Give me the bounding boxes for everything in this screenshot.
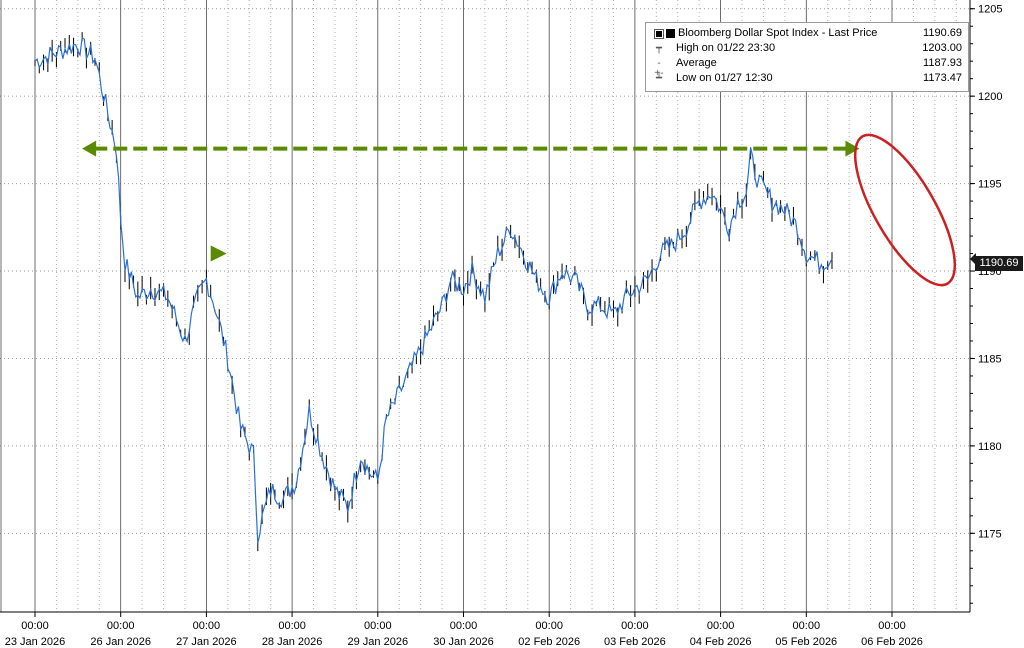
y-tick-label: 1200 [978, 91, 1002, 103]
x-tick-time: 00:00 [107, 620, 135, 632]
y-tick-label: 1180 [978, 441, 1002, 453]
x-tick-date: 29 Jan 2026 [348, 636, 409, 648]
x-tick-date: 23 Jan 2026 [5, 636, 66, 648]
legend-item-last-price: Bloomberg Dollar Spot Index - Last Price… [646, 27, 968, 41]
legend-item-average: -+- Average 1187.93 [646, 57, 968, 79]
x-tick-date: 28 Jan 2026 [262, 636, 323, 648]
x-tick-date: 30 Jan 2026 [433, 636, 494, 648]
legend: Bloomberg Dollar Spot Index - Last Price… [645, 22, 969, 92]
x-tick-time: 00:00 [278, 620, 306, 632]
triangle-marker [210, 245, 227, 262]
y-tick-label: 1185 [978, 353, 1002, 365]
highlight-ellipse [853, 133, 957, 287]
x-tick-date: 03 Feb 2026 [604, 636, 666, 648]
legend-label: Average [676, 57, 717, 69]
legend-item-high: ┯ High on 01/22 23:30 1203.00 [646, 42, 968, 56]
legend-item-low: ┷ Low on 01/27 12:30 1173.47 [646, 72, 968, 86]
x-axis: 00:00 23 Jan 2026 00:00 26 Jan 2026 00:00 27 … [0, 611, 970, 648]
legend-value: 1173.47 [923, 72, 962, 84]
series-swatch [666, 29, 675, 38]
x-tick-time: 00:00 [621, 620, 649, 632]
x-tick-time: 00:00 [21, 620, 49, 632]
x-tick-time: 00:00 [450, 620, 478, 632]
y-tick-label: 1205 [978, 4, 1002, 16]
x-tick-time: 00:00 [793, 620, 821, 632]
legend-value: 1190.69 [923, 27, 962, 39]
legend-value: 1203.00 [922, 42, 962, 54]
last-price-tag: 1190.69 [975, 256, 1023, 271]
x-tick-time: 00:00 [707, 620, 735, 632]
price-series [34, 32, 833, 552]
x-tick-date: 04 Feb 2026 [690, 636, 752, 648]
price-line [34, 37, 833, 544]
x-tick-date: 27 Jan 2026 [176, 636, 237, 648]
arrow-head-left [82, 140, 97, 157]
legend-label: Bloomberg Dollar Spot Index - Last Price [678, 27, 878, 39]
x-tick-time: 00:00 [535, 620, 563, 632]
y-tick-label: 1175 [978, 528, 1002, 540]
x-tick-time: 00:00 [193, 620, 221, 632]
x-tick-date: 02 Feb 2026 [518, 636, 580, 648]
x-tick-date: 26 Jan 2026 [90, 636, 151, 648]
x-tick-time: 00:00 [364, 620, 392, 632]
legend-value: 1187.93 [923, 57, 962, 69]
x-tick-time: 00:00 [878, 620, 906, 632]
legend-label: Low on 01/27 12:30 [676, 72, 773, 84]
low-marker-icon: ┷ [655, 73, 663, 84]
last-price-pointer [970, 252, 976, 265]
high-marker-icon: ┯ [655, 43, 663, 54]
x-tick-date: 05 Feb 2026 [775, 636, 837, 648]
checkbox-icon [654, 29, 664, 39]
arrow-head-right [845, 140, 860, 157]
y-tick-label: 1195 [978, 179, 1002, 191]
legend-label: High on 01/22 23:30 [676, 42, 776, 54]
x-tick-date: 06 Feb 2026 [861, 636, 923, 648]
annotations [82, 133, 976, 287]
average-marker-icon: -+- [654, 58, 664, 79]
